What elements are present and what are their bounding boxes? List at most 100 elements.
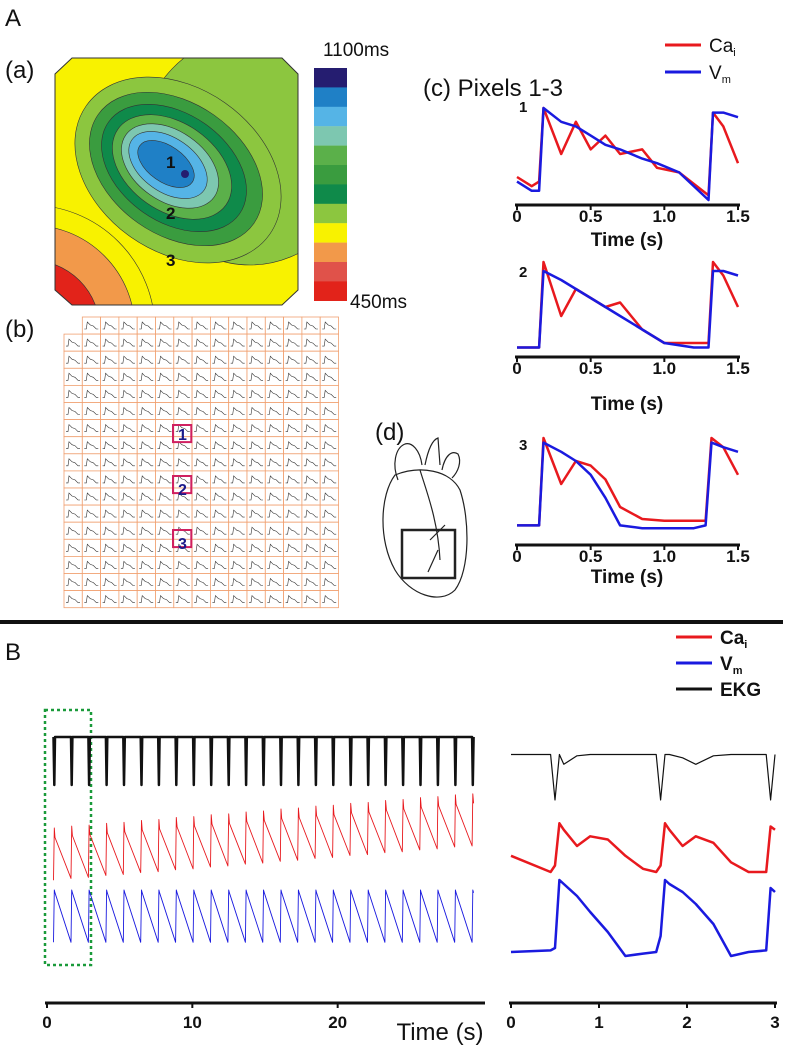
x-axis-label: Time (s) [591, 230, 664, 251]
cell-trace [303, 321, 318, 330]
cell-trace [102, 372, 117, 381]
cell-trace [285, 406, 300, 415]
cell-trace [157, 543, 172, 552]
cell-trace [322, 594, 337, 603]
cell-trace [267, 560, 282, 569]
scale-swatch [314, 87, 347, 107]
cell-trace [139, 441, 154, 450]
cell-trace [157, 492, 172, 501]
cell-trace [139, 543, 154, 552]
cell-trace [212, 577, 227, 586]
cell-trace [249, 389, 263, 398]
cell-trace [322, 492, 337, 501]
pixel-label: 1 [166, 153, 175, 172]
cell-trace [230, 509, 245, 518]
cell-trace [267, 492, 282, 501]
cell-trace [120, 475, 135, 484]
x-axis-label: Time (s) [396, 1019, 483, 1046]
legend-entry: Cai [709, 36, 736, 59]
cell-trace [66, 543, 80, 552]
cell-trace [212, 423, 227, 432]
cell-trace [157, 389, 172, 398]
scale-swatch [314, 223, 347, 243]
cell-trace [212, 321, 227, 330]
cell-trace [194, 458, 209, 467]
cell-trace [120, 423, 135, 432]
cell-trace [120, 321, 135, 330]
cell-trace [175, 423, 190, 432]
cell-trace [120, 372, 135, 381]
x-tick-label: 0.5 [579, 359, 603, 378]
cell-trace [194, 355, 209, 364]
legend-text: Ca [720, 628, 745, 649]
cell-trace [157, 423, 172, 432]
contour-level [55, 224, 136, 305]
cell-trace [139, 492, 154, 501]
legend-sub: i [744, 639, 747, 651]
x-axis-label: Time (s) [591, 394, 664, 415]
cell-trace [249, 406, 263, 415]
trace [516, 106, 739, 202]
cell-trace [175, 492, 190, 501]
cell-trace [303, 492, 318, 501]
pixel-label: 2 [166, 204, 175, 223]
x-tick-label: 10 [183, 1013, 202, 1032]
cell-trace [194, 492, 209, 501]
panel-label: (d) [375, 419, 404, 446]
grid-pixel-label: 1 [178, 427, 187, 444]
scale-max: 1100ms [323, 40, 389, 61]
cell-trace [267, 594, 282, 603]
x-tick-label: 3 [770, 1013, 779, 1032]
cell-trace [212, 338, 227, 347]
cell-trace [84, 423, 99, 432]
cell-trace [66, 423, 80, 432]
cell-trace [249, 492, 263, 501]
cell-trace [102, 338, 117, 347]
x-tick-label: 1.0 [653, 359, 677, 378]
x-tick-label: 1.0 [653, 207, 677, 226]
x-tick-label: 0 [42, 1013, 51, 1032]
pixel-box [172, 529, 193, 549]
cell-trace [303, 577, 318, 586]
cell-trace [102, 543, 117, 552]
cell-trace [139, 560, 154, 569]
cell-trace [157, 338, 172, 347]
cell-trace [212, 594, 227, 603]
cell-trace [157, 321, 172, 330]
legend-text: V [720, 654, 733, 675]
grid-pixel-label: 2 [178, 482, 187, 499]
cell-trace [102, 475, 117, 484]
cell-trace [84, 406, 99, 415]
cell-trace [175, 338, 190, 347]
cell-trace [102, 577, 117, 586]
cell-trace [230, 492, 245, 501]
x-tick-label: 1.5 [726, 547, 750, 566]
cell-trace [194, 560, 209, 569]
panel-label: (a) [5, 57, 34, 84]
cell-trace [66, 577, 80, 586]
chart-title: 3 [519, 437, 527, 454]
contour-level [55, 259, 101, 305]
contour-map [55, 58, 298, 305]
cell-trace [285, 321, 300, 330]
cell-trace [120, 594, 135, 603]
cell-trace [102, 441, 117, 450]
legend-entry: Vm [720, 654, 743, 677]
cell-trace [267, 526, 282, 535]
cell-trace [120, 389, 135, 398]
cell-trace [230, 526, 245, 535]
cell-trace [267, 338, 282, 347]
cell-trace [285, 509, 300, 518]
x-tick-label: 2 [682, 1013, 691, 1032]
cell-trace [230, 338, 245, 347]
cell-trace [84, 372, 99, 381]
cell-trace [285, 492, 300, 501]
cell-trace [212, 406, 227, 415]
cell-trace [303, 526, 318, 535]
cell-trace [139, 389, 154, 398]
cell-trace [175, 441, 190, 450]
cell-trace [249, 372, 263, 381]
cell-trace [102, 492, 117, 501]
cell-trace [230, 372, 245, 381]
cell-trace [84, 509, 99, 518]
